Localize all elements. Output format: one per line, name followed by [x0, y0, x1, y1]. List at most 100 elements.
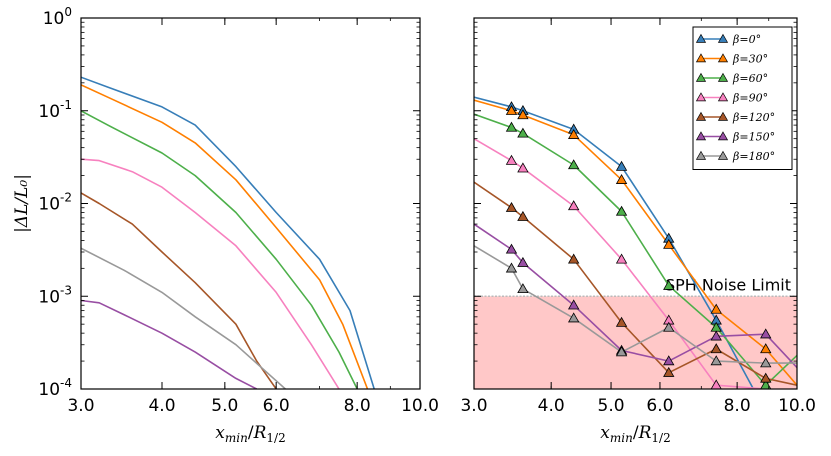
legend-marker-0-0: [695, 33, 707, 43]
right-marker-3-0: [505, 154, 518, 165]
right-marker-2-3: [615, 205, 628, 216]
right-marker-1-1: [517, 109, 529, 120]
right-marker-6-0: [505, 262, 518, 273]
right-marker-4-0: [505, 201, 518, 212]
y-tick-exponent: -1: [60, 98, 72, 112]
left-axes-frame: [80, 17, 421, 390]
left-series-line-2: [81, 110, 358, 389]
right-marker-1-3: [615, 174, 628, 184]
legend-marker-1-0: [695, 53, 707, 63]
right-marker-2-4: [663, 279, 675, 290]
right-marker-3-3: [615, 253, 628, 264]
right-marker-4-3: [615, 316, 628, 327]
right-marker-5-2: [567, 299, 580, 310]
right-marker-0-3: [615, 160, 628, 171]
legend-marker-6-1: [717, 150, 729, 160]
right-x-tick-label-3: 6.0: [646, 396, 673, 416]
y-tick-label-2: 10-2: [38, 191, 72, 215]
right-marker-1-4: [663, 238, 675, 249]
right-marker-4-4: [663, 366, 675, 377]
right-marker-6-1: [517, 283, 529, 294]
y-tick-label-0: 100: [43, 5, 72, 29]
right-marker-2-0: [505, 121, 518, 132]
left-x-axis-label: xmin/R1/2: [215, 423, 285, 445]
left-series-group: [81, 76, 375, 389]
right-marker-1-6: [760, 343, 772, 354]
xlabel-sub-half: 1/2: [651, 431, 670, 445]
xlabel-sub-min: min: [225, 431, 248, 445]
right-marker-6-4: [663, 321, 675, 332]
left-x-tick-label-5: 10.0: [401, 396, 439, 416]
right-marker-4-1: [517, 210, 529, 221]
right-marker-1-5: [710, 303, 722, 314]
legend-label-0: β=0°: [732, 33, 761, 46]
left-series-line-3: [81, 158, 340, 389]
xlabel-sub-half: 1/2: [266, 431, 285, 445]
legend-marker-1-1: [717, 53, 729, 63]
legend-marker-2-0: [695, 72, 707, 82]
y-tick-label-1: 10-1: [38, 98, 72, 122]
legend-label-2: β=60°: [732, 72, 768, 85]
y-tick-mantissa: 10: [43, 9, 65, 29]
right-x-tick-label-1: 4.0: [538, 396, 565, 416]
right-marker-6-6: [760, 357, 772, 368]
y-tick-label-4: 10-4: [38, 376, 72, 400]
y-tick-mantissa: 10: [38, 102, 60, 122]
right-marker-6-5: [710, 355, 722, 366]
right-x-tick-label-0: 3.0: [460, 396, 487, 416]
left-x-tick-label-1: 4.0: [148, 396, 175, 416]
xlabel-sub-min: min: [610, 431, 633, 445]
right-panel: SPH Noise Limit 3.0 4.0 5.0 6.0 8.0 10.0 xmin/R…: [460, 17, 816, 445]
right-x-tick-label-2: 5.0: [598, 396, 625, 416]
y-tick-exponent: -4: [60, 376, 72, 390]
noise-limit-label: SPH Noise Limit: [665, 275, 791, 294]
right-marker-6-3: [615, 346, 628, 357]
legend-marker-6-0: [695, 150, 707, 160]
right-x-tick-label-5: 10.0: [778, 396, 816, 416]
right-series-group: [474, 96, 797, 389]
left-series-line-4: [81, 192, 277, 389]
left-x-tick-label-0: 3.0: [67, 396, 94, 416]
right-marker-5-5: [710, 330, 722, 341]
right-marker-6-2: [567, 312, 580, 323]
right-marker-2-1: [517, 127, 529, 138]
left-x-tick-label-2: 5.0: [211, 396, 238, 416]
left-series-line-6: [81, 247, 286, 389]
legend-label-3: β=90°: [732, 92, 768, 105]
right-marker-5-6: [760, 328, 772, 339]
legend-label-5: β=150°: [732, 131, 775, 144]
legend-label-6: β=180°: [732, 150, 775, 163]
legend-label-1: β=30°: [732, 53, 768, 66]
legend-marker-4-1: [717, 111, 729, 121]
noise-limit-region: [474, 296, 797, 389]
xlabel-R: R: [638, 423, 652, 443]
legend-marker-5-1: [717, 131, 729, 141]
y-tick-mantissa: 10: [38, 195, 60, 215]
y-tick-exponent: 0: [64, 5, 72, 19]
y-tick-mantissa: 10: [38, 380, 60, 400]
right-marker-5-0: [505, 243, 518, 254]
right-marker-3-1: [517, 162, 529, 173]
xlabel-x: x: [600, 423, 610, 443]
right-x-tick-label-4: 8.0: [724, 396, 751, 416]
left-x-tick-label-3: 6.0: [263, 396, 290, 416]
right-marker-4-5: [710, 343, 722, 354]
right-marker-5-4: [663, 355, 675, 366]
right-x-axis-label: xmin/R1/2: [600, 423, 670, 445]
left-panel: 3.0 4.0 5.0 6.0 8.0 10.010010-110-210-310-4xm…: [12, 5, 439, 445]
legend-marker-0-1: [717, 33, 729, 43]
left-x-tick-label-4: 8.0: [344, 396, 371, 416]
right-marker-3-2: [567, 200, 580, 211]
y-tick-label-3: 10-3: [38, 283, 72, 307]
legend: β=0° β=30° β=60° β=90° β=120° β=150° β=180°: [692, 26, 793, 170]
left-series-line-5: [81, 299, 258, 389]
y-tick-exponent: -3: [60, 283, 72, 297]
right-marker-4-2: [567, 253, 580, 264]
y-axis-label: |ΔL/L₀|: [12, 174, 32, 233]
y-tick-exponent: -2: [60, 191, 72, 205]
y-tick-mantissa: 10: [38, 287, 60, 307]
xlabel-R: R: [253, 423, 267, 443]
right-marker-1-2: [567, 129, 580, 139]
legend-marker-5-0: [695, 131, 707, 141]
